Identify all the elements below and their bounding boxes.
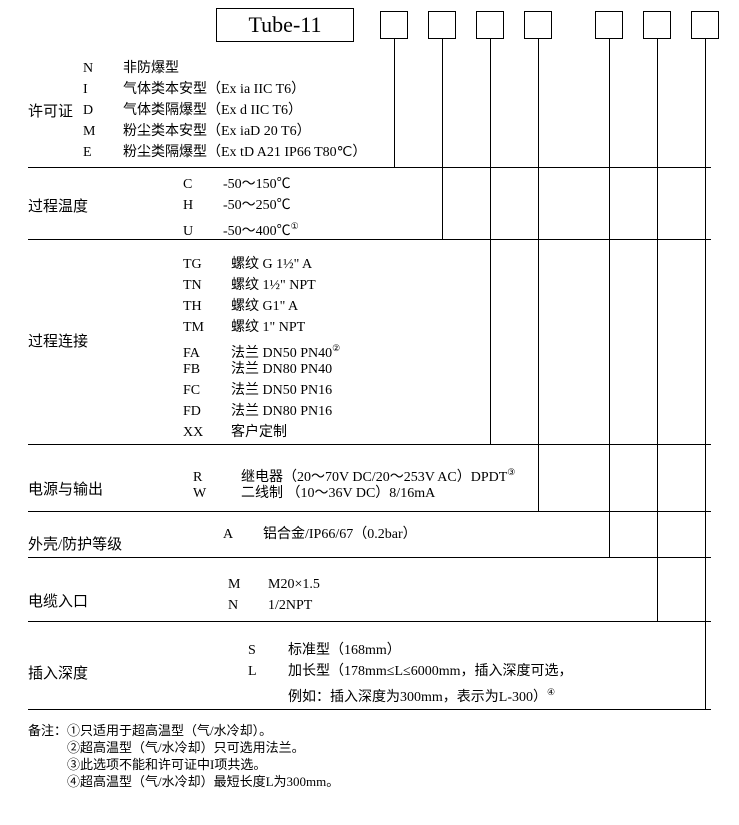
sup: ① [291,221,299,231]
desc: 螺纹 G 1½" A [231,254,312,275]
param-box-1 [428,11,456,39]
desc: 气体类隔爆型（Ex d IIC T6） [123,100,302,121]
param-box-5 [643,11,671,39]
note-line-0: 备注：①只适用于超高温型（气/水冷却）。 [28,722,339,739]
note-text: ①只适用于超高温型（气/水冷却）。 [67,723,272,738]
desc: -50～150℃ [223,174,291,195]
notes: 备注：①只适用于超高温型（气/水冷却）。②超高温型（气/水冷却）只可选用法兰。③… [28,722,339,790]
desc: 铝合金/IP66/67（0.2bar） [263,524,417,545]
desc: 非防爆型 [123,58,179,79]
desc: 法兰 DN80 PN40 [231,359,332,380]
code: W [193,483,241,504]
desc: 标准型（168mm） [288,640,401,661]
code: C [183,174,223,195]
param-box-0 [380,11,408,39]
code: FB [183,359,231,380]
connector-2 [490,39,491,445]
note-line-2: ③此选项不能和许可证中I项共选。 [28,756,339,773]
desc: 1/2NPT [268,595,312,616]
code: FC [183,380,231,401]
code: I [83,79,123,100]
row-6-0: S标准型（168mm） [28,640,711,661]
desc: 例如：插入深度为300mm，表示为L-300） [288,687,547,708]
model-box: Tube-11 [216,8,354,42]
desc: 加长型（178mm≤L≤6000mm，插入深度可选， [288,661,572,682]
code: U [183,221,223,242]
desc: 螺纹 G1" A [231,296,298,317]
note-line-3: ④超高温型（气/水冷却）最短长度L为300mm。 [28,773,339,790]
desc: M20×1.5 [268,574,320,595]
notes-prefix: 备注： [28,723,67,738]
desc: 二线制 （10～36V DC）8/16mA [241,483,435,504]
desc: 客户定制 [231,422,287,443]
desc: -50～250℃ [223,195,291,216]
desc: 螺纹 1½" NPT [231,275,316,296]
note-text: ③此选项不能和许可证中I项共选。 [67,757,266,772]
note-text: ④超高温型（气/水冷却）最短长度L为300mm。 [67,774,339,789]
desc: -50～400℃ [223,221,291,242]
param-box-6 [691,11,719,39]
code: TN [183,275,231,296]
connector-3 [538,39,539,512]
code: FD [183,401,231,422]
code: M [83,121,123,142]
code: D [83,100,123,121]
note-text: ②超高温型（气/水冷却）只可选用法兰。 [67,740,305,755]
row-5-0: MM20×1.5 [28,574,711,595]
row-6-2: 例如：插入深度为300mm，表示为L-300）④ [28,682,711,708]
param-box-3 [524,11,552,39]
code: S [248,640,288,661]
desc: 法兰 DN50 PN16 [231,380,332,401]
desc: 螺纹 1" NPT [231,317,305,338]
desc: 粉尘类隔爆型（Ex tD A21 IP66 T80℃） [123,142,366,163]
desc: 法兰 DN80 PN16 [231,401,332,422]
note-line-1: ②超高温型（气/水冷却）只可选用法兰。 [28,739,339,756]
code: TH [183,296,231,317]
connector-0 [394,39,395,168]
code: TM [183,317,231,338]
desc: 气体类本安型（Ex ia IIC T6） [123,79,305,100]
code: M [228,574,268,595]
connector-6 [705,39,706,710]
code: N [228,595,268,616]
row-6-1: L加长型（178mm≤L≤6000mm，插入深度可选， [28,661,711,682]
connector-4 [609,39,610,558]
connector-1 [442,39,443,240]
param-box-2 [476,11,504,39]
code: XX [183,422,231,443]
row-5-1: N1/2NPT [28,595,711,616]
code: A [223,524,263,545]
desc: 粉尘类本安型（Ex iaD 20 T6） [123,121,311,142]
param-box-4 [595,11,623,39]
code: H [183,195,223,216]
code: N [83,58,123,79]
code: L [248,661,288,682]
sup: ④ [547,687,555,697]
connector-5 [657,39,658,622]
sup: ② [332,343,340,353]
sup: ③ [507,467,515,477]
code: E [83,142,123,163]
code: TG [183,254,231,275]
